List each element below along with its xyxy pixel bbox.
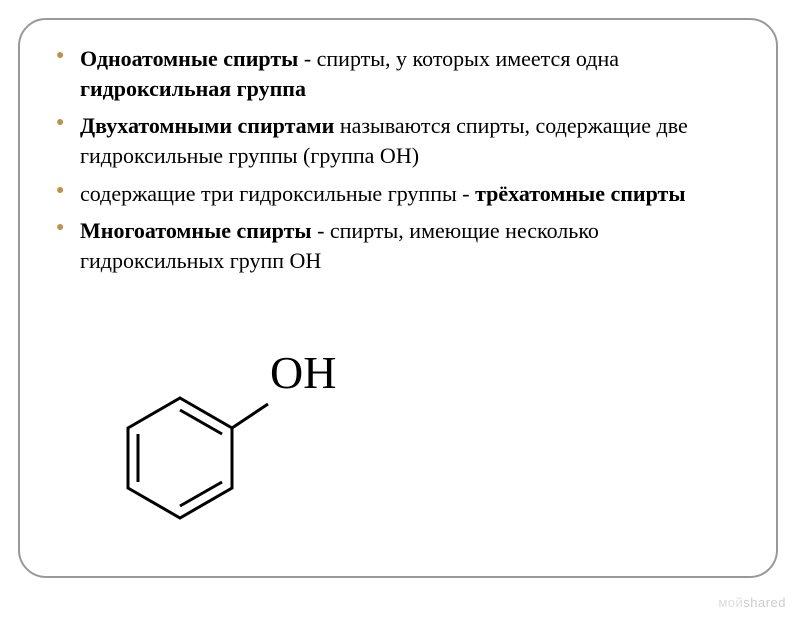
watermark-part1: мой xyxy=(718,595,743,610)
text-part: Двухатомными спиртами xyxy=(80,113,334,138)
watermark: мойshared xyxy=(718,595,786,610)
bullet-item-2: содержащие три гидроксильные группы - тр… xyxy=(52,179,744,209)
watermark-part2: shared xyxy=(743,595,786,610)
bullet-item-3: Многоатомные спирты - спирты, имеющие не… xyxy=(52,216,744,275)
text-part: Одноатомные спирты xyxy=(80,46,298,71)
phenol-structure: OH xyxy=(110,348,350,548)
bullet-item-1: Двухатомными спиртами называются спирты,… xyxy=(52,111,744,170)
text-part: трёхатомные спирты xyxy=(475,181,685,206)
slide-frame: Одноатомные спирты - спирты, у которых и… xyxy=(18,18,778,578)
text-part: содержащие три гидроксильные группы - xyxy=(80,181,475,206)
bullet-list: Одноатомные спирты - спирты, у которых и… xyxy=(52,44,744,276)
bullet-item-0: Одноатомные спирты - спирты, у которых и… xyxy=(52,44,744,103)
text-part: гидроксильная группа xyxy=(80,76,306,101)
oh-label: OH xyxy=(270,346,336,399)
text-part: Многоатомные спирты xyxy=(80,218,312,243)
text-part: - спирты, у которых имеется одна xyxy=(298,46,619,71)
